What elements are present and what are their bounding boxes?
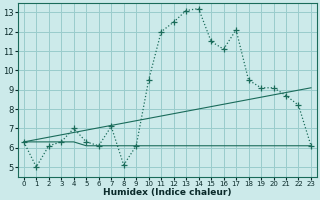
X-axis label: Humidex (Indice chaleur): Humidex (Indice chaleur)	[103, 188, 232, 197]
